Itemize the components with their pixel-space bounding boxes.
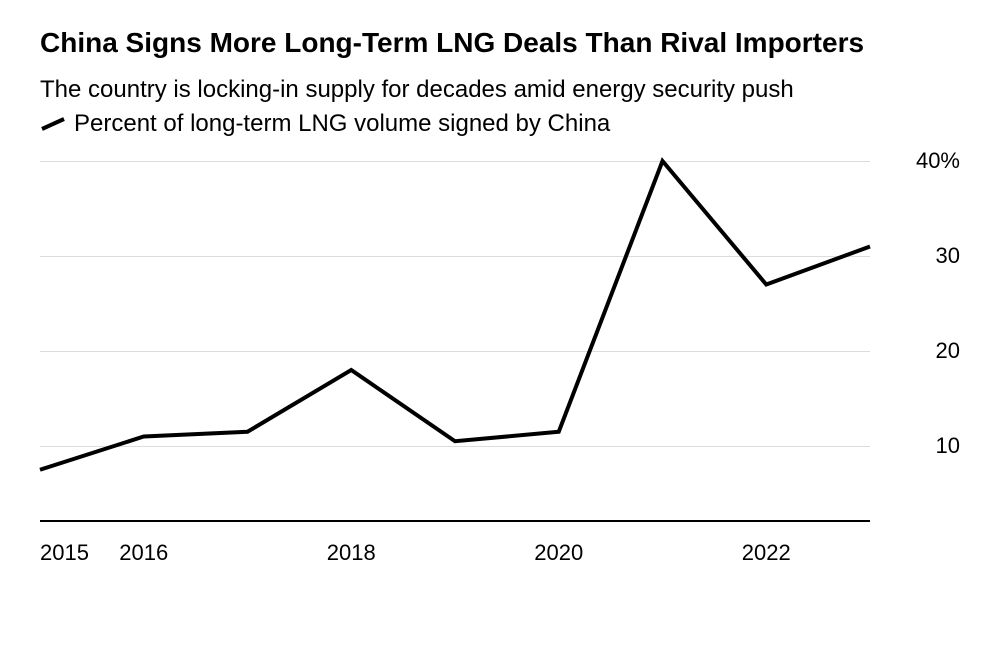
- chart-subtitle: The country is locking-in supply for dec…: [40, 76, 960, 104]
- x-tick-label: 2016: [119, 540, 168, 566]
- chart-container: China Signs More Long-Term LNG Deals Tha…: [0, 0, 1000, 646]
- y-axis-labels: 10 20 30 40%: [890, 142, 960, 522]
- x-tick-label: 2018: [327, 540, 376, 566]
- plot-wrap: 10 20 30 40% 2015 2016 2018 2020 2022: [40, 142, 960, 572]
- line-series: [40, 142, 870, 522]
- y-tick-label: 20: [936, 338, 960, 364]
- x-tick-label: 2022: [742, 540, 791, 566]
- y-tick-label: 10: [936, 433, 960, 459]
- chart-title: China Signs More Long-Term LNG Deals Tha…: [40, 24, 960, 62]
- plot-area: [40, 142, 870, 522]
- legend-label: Percent of long-term LNG volume signed b…: [74, 110, 610, 138]
- chart-legend: Percent of long-term LNG volume signed b…: [40, 110, 960, 138]
- y-tick-label: 40%: [916, 148, 960, 174]
- x-tick-label: 2020: [534, 540, 583, 566]
- legend-line-icon: [40, 115, 66, 133]
- x-tick-label: 2015: [40, 540, 89, 566]
- y-tick-label: 30: [936, 243, 960, 269]
